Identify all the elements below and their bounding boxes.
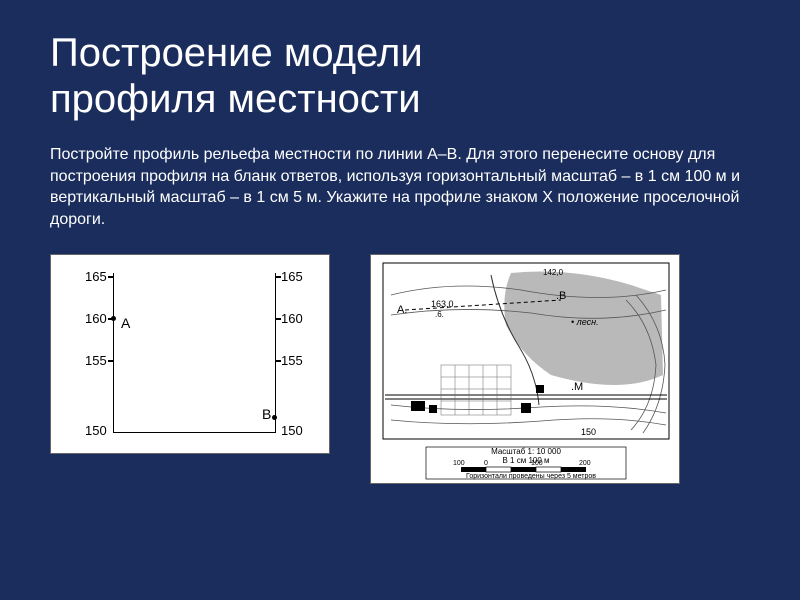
point-b-label: B [262,406,271,422]
task-text: Постройте профиль рельефа местности по л… [50,144,750,230]
forest-lbl: • лесн. [571,317,599,327]
yr-150: 150 [281,423,303,438]
topo-map: A. .B .M 163,0 .6. 142,0 • лесн. 150 100 [370,254,680,484]
h163: 163,0 [431,299,454,309]
title-line-1: Построение модели [50,31,423,75]
h163s: .6. [435,310,444,319]
c150: 150 [581,427,596,437]
h142: 142,0 [543,268,564,277]
scale-sub: В 1 см 100 м [471,456,581,466]
point-a-label: A [121,315,130,331]
point-b-dot [272,415,277,420]
chart-frame [113,273,276,433]
map-M: .M [571,381,583,393]
scale-note: Горизонтали проведены через 5 метров [431,473,631,481]
yr-165: 165 [281,269,303,284]
yl-155: 155 [85,353,107,368]
tick [276,276,281,278]
slide-title: Построение модели профиля местности [50,30,750,122]
bldg [521,403,531,413]
figures-row: 165 160 155 150 165 160 155 150 A B [50,254,750,484]
yr-160: 160 [281,311,303,326]
yr-155: 155 [281,353,303,368]
yl-150: 150 [85,423,107,438]
bldg [429,405,437,413]
bldg [536,385,544,393]
tick [108,360,113,362]
bldg [411,401,425,411]
tick [276,360,281,362]
map-A: A. [397,304,407,316]
yl-165: 165 [85,269,107,284]
yl-160: 160 [85,311,107,326]
tick [108,276,113,278]
tick [276,318,281,320]
profile-chart: 165 160 155 150 165 160 155 150 A B [50,254,330,454]
map-B: .B [556,290,566,302]
svg-text:100: 100 [453,460,465,467]
title-line-2: профиля местности [50,77,421,121]
